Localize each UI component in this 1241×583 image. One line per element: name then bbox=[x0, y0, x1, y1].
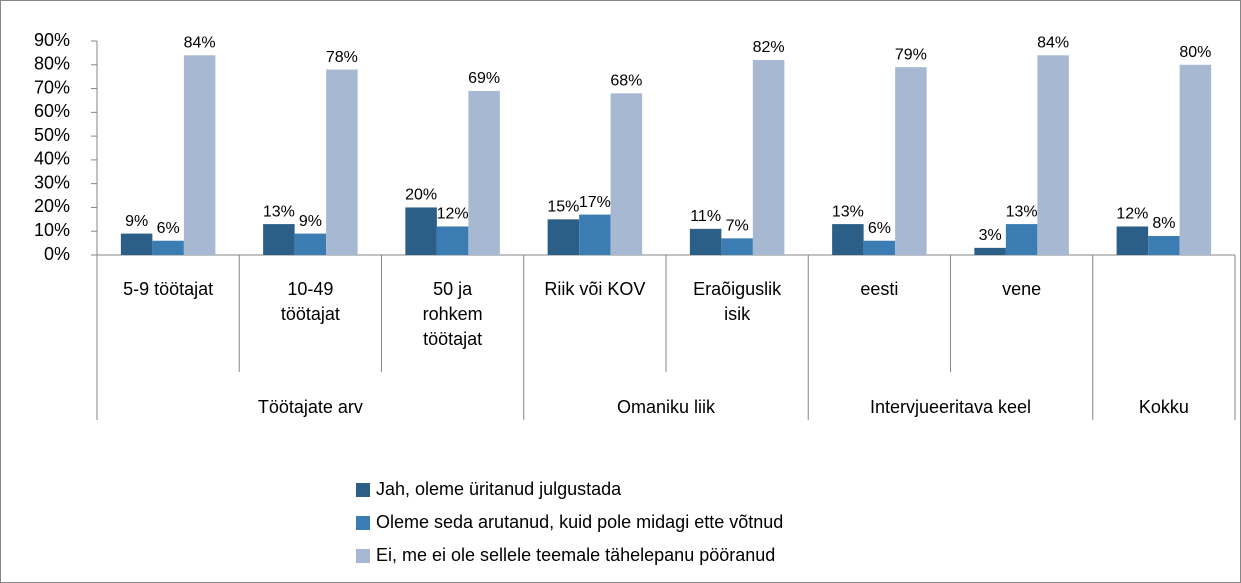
data-label: 9% bbox=[125, 213, 148, 230]
x-tick-label: Eraõiguslik isik bbox=[693, 279, 782, 324]
bar bbox=[863, 240, 896, 255]
group-label: Töötajate arv bbox=[258, 397, 363, 417]
data-label: 6% bbox=[157, 220, 180, 237]
bar bbox=[1148, 235, 1180, 255]
bar bbox=[895, 67, 927, 256]
bar bbox=[832, 224, 864, 255]
data-label: 13% bbox=[832, 203, 864, 220]
data-label: 20% bbox=[405, 187, 437, 204]
bar bbox=[436, 226, 469, 255]
bar bbox=[183, 55, 216, 256]
bar bbox=[610, 93, 643, 255]
y-tick-label: 30% bbox=[34, 172, 70, 192]
y-tick-label: 0% bbox=[44, 244, 70, 264]
group-label: Omaniku liik bbox=[617, 397, 716, 417]
data-label: 3% bbox=[979, 227, 1002, 244]
y-tick-label: 60% bbox=[34, 101, 70, 121]
bar bbox=[1116, 226, 1149, 255]
y-tick-label: 20% bbox=[34, 196, 70, 216]
bar bbox=[1005, 224, 1038, 255]
data-label: 69% bbox=[468, 70, 500, 87]
group-label: Kokku bbox=[1139, 397, 1189, 417]
legend-label: Jah, oleme üritanud julgustada bbox=[376, 479, 622, 499]
bar bbox=[547, 219, 580, 255]
data-label: 7% bbox=[726, 218, 749, 235]
bar bbox=[294, 233, 327, 255]
bar bbox=[579, 214, 611, 255]
data-label: 11% bbox=[690, 208, 721, 225]
bar bbox=[1037, 55, 1069, 256]
data-label: 12% bbox=[1116, 206, 1148, 223]
x-tick-label: vene bbox=[1002, 279, 1041, 299]
data-label: 9% bbox=[299, 213, 322, 230]
bar bbox=[752, 60, 785, 256]
data-label: 82% bbox=[753, 39, 785, 56]
bar bbox=[405, 207, 437, 255]
x-tick-label: eesti bbox=[860, 279, 898, 299]
group-label: Intervjueeritava keel bbox=[870, 397, 1031, 417]
data-label: 84% bbox=[184, 34, 216, 51]
legend-swatch bbox=[356, 516, 370, 530]
data-label: 84% bbox=[1037, 34, 1069, 51]
data-label: 6% bbox=[868, 220, 891, 237]
bar bbox=[120, 233, 153, 255]
x-tick-label: 5-9 töötajat bbox=[123, 279, 213, 299]
bar bbox=[326, 69, 358, 256]
y-tick-label: 70% bbox=[34, 77, 70, 97]
bar bbox=[1179, 64, 1212, 256]
data-label: 78% bbox=[326, 49, 358, 66]
bar bbox=[468, 90, 500, 255]
y-tick-label: 90% bbox=[34, 30, 70, 50]
y-tick-label: 40% bbox=[34, 149, 70, 169]
data-label: 13% bbox=[263, 203, 295, 220]
bar bbox=[689, 228, 722, 255]
data-label: 79% bbox=[895, 46, 927, 63]
bar bbox=[721, 238, 753, 255]
data-label: 13% bbox=[1006, 203, 1038, 220]
data-label: 8% bbox=[1152, 215, 1175, 232]
x-tick-label: Riik või KOV bbox=[544, 279, 645, 299]
y-tick-label: 80% bbox=[34, 54, 70, 74]
bar bbox=[152, 240, 184, 255]
y-tick-label: 10% bbox=[34, 220, 70, 240]
data-label: 15% bbox=[547, 199, 579, 216]
data-label: 68% bbox=[610, 73, 642, 90]
data-label: 80% bbox=[1179, 44, 1211, 61]
legend-swatch bbox=[356, 549, 370, 563]
legend-swatch bbox=[356, 483, 370, 497]
legend-label: Oleme seda arutanud, kuid pole midagi et… bbox=[376, 512, 783, 532]
y-tick-label: 50% bbox=[34, 125, 70, 145]
x-tick-label: 10-49 töötajat bbox=[281, 279, 340, 324]
x-tick-label: 50 ja rohkem töötajat bbox=[423, 279, 483, 349]
data-label: 17% bbox=[579, 194, 611, 211]
legend-label: Ei, me ei ole sellele teemale tähelepanu… bbox=[376, 545, 775, 565]
data-label: 12% bbox=[437, 206, 469, 223]
bar bbox=[974, 247, 1006, 255]
bar bbox=[263, 224, 295, 255]
